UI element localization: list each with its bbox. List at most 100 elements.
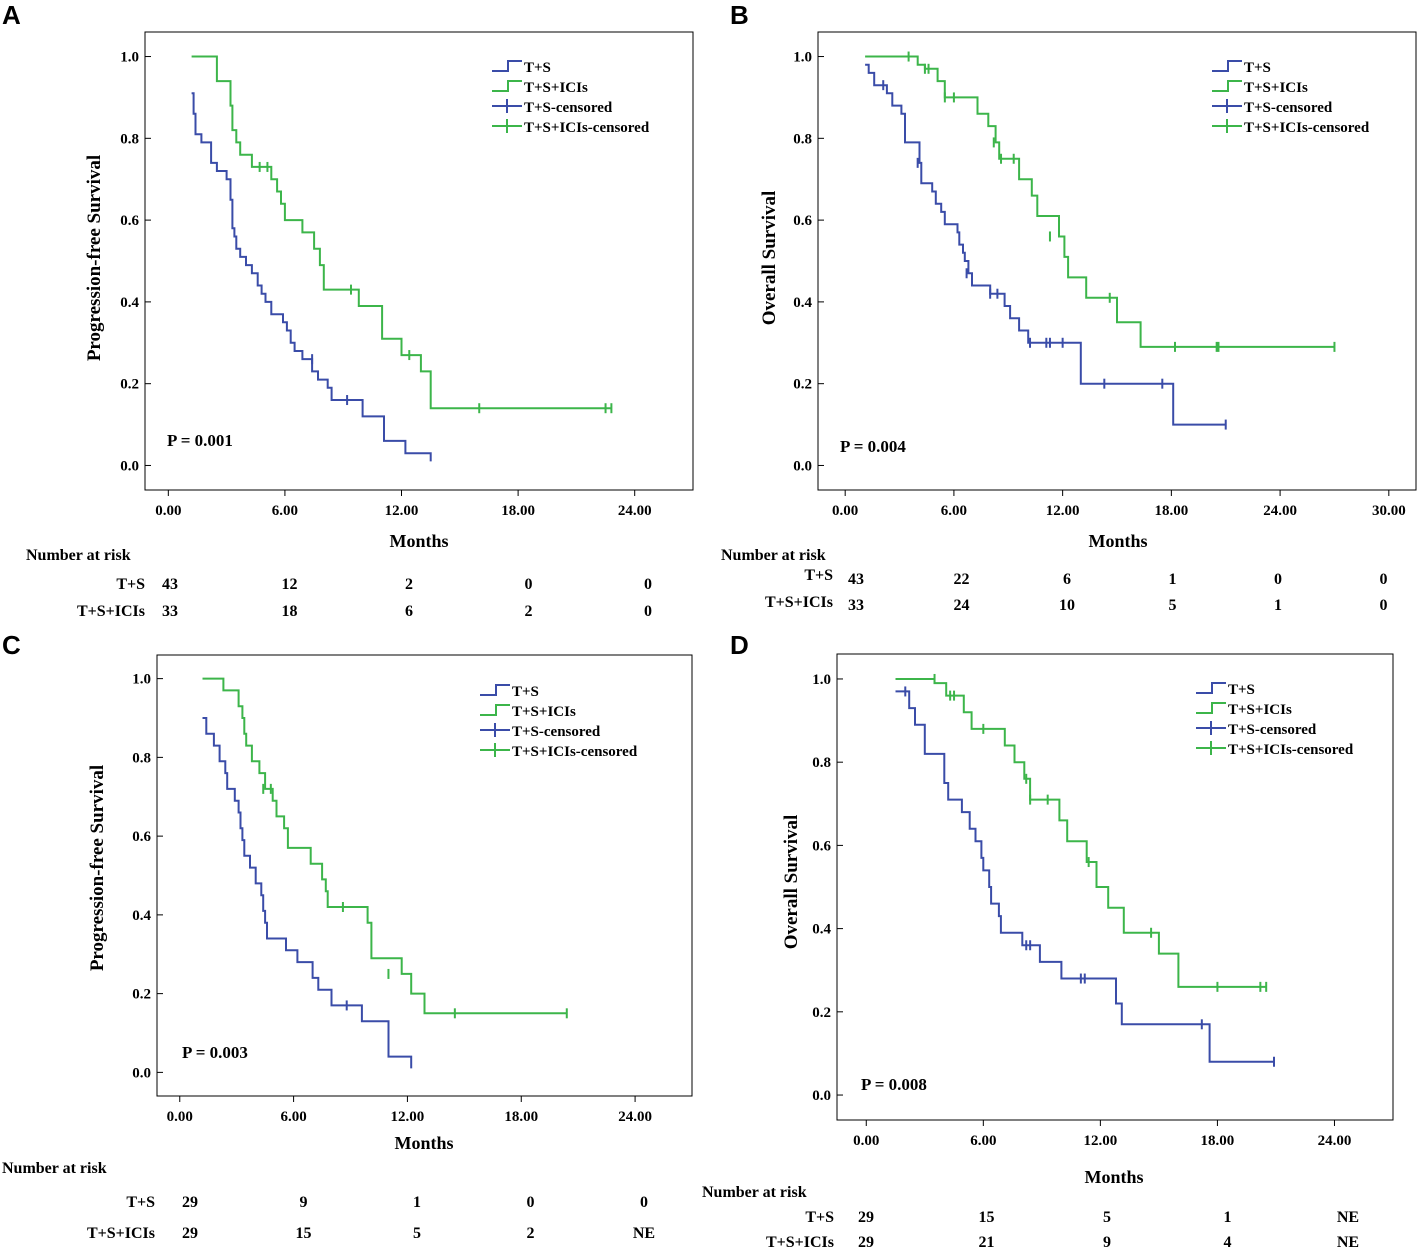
panel-c-letter: C [2, 630, 21, 660]
panel-b-legend-label: T+S-censored [1244, 100, 1333, 116]
panel-c-risk-value: 9 [300, 1194, 308, 1211]
panel-a-curve-ts-icis [191, 55, 612, 410]
panel-c-x-axis-label: Months [394, 1133, 453, 1153]
panel-a-xtick: 24.00 [618, 503, 652, 519]
panel-c-legend-label: T+S+ICIs [512, 704, 576, 720]
panel-d-risk-value: NE [1337, 1234, 1359, 1248]
panel-a-legend-label: T+S+ICIs-censored [524, 120, 650, 136]
panel-c-risk-value: 0 [527, 1194, 535, 1211]
panel-a-ytick: 0.8 [120, 131, 139, 147]
panel-d-plot-frame [836, 653, 1394, 1121]
panel-d-curve-ts-icis [895, 678, 1267, 988]
panel-b-risk-value: 0 [1274, 571, 1282, 588]
panel-d-risk-table: Number at risk T+S T+S+ICIs 29 15 5 1 NE… [702, 1184, 1359, 1248]
panel-b-ytick: 1.0 [793, 50, 812, 66]
panel-a-risk-value: 0 [644, 576, 652, 593]
panel-b-risk-value: 0 [1380, 571, 1388, 588]
panel-b-risk-value: 1 [1169, 571, 1177, 588]
panel-b-xtick: 12.00 [1046, 503, 1080, 519]
panel-d-risk-value: 1 [1224, 1209, 1232, 1226]
panel-d-ytick: 0.6 [812, 838, 831, 854]
panel-d-xtick: 18.00 [1201, 1133, 1235, 1149]
panel-d-ytick: 0.4 [812, 922, 831, 938]
panel-d-risk-title: Number at risk [702, 1184, 807, 1201]
panel-b-legend: T+S T+S+ICIs T+S-censored T+S+ICIs-censo… [1244, 60, 1370, 136]
panel-c: C Progression-free Survival Months P = 0… [2, 630, 693, 1242]
panel-d-risk-value: 4 [1224, 1234, 1232, 1248]
panel-a-curve-ts [191, 92, 432, 462]
panel-a-y-axis-label: Progression-free Survival [84, 155, 105, 361]
panel-b-xtick: 6.00 [941, 503, 967, 519]
panel-b-risk-table: Number at risk T+S T+S+ICIs 43 22 6 1 0 … [721, 547, 1388, 614]
panel-d-xtick: 0.00 [853, 1133, 879, 1149]
panel-d-risk-value: 21 [979, 1234, 995, 1248]
panel-b-letter: B [730, 0, 749, 30]
panel-b-risk-value: 43 [848, 571, 864, 588]
panel-a-risk-table: Number at risk T+S T+S+ICIs 43 12 2 0 0 … [26, 547, 652, 620]
panel-d-legend-label: T+S-censored [1228, 722, 1317, 738]
panel-d-risk-value: 15 [979, 1209, 995, 1226]
panel-a-legend-label: T+S+ICIs [524, 80, 588, 96]
panel-d-y-axis-label: Overall Survival [781, 815, 802, 950]
panel-b-risk-title: Number at risk [721, 547, 826, 564]
panel-b-xtick: 0.00 [832, 503, 858, 519]
panel-d-curve-ts [895, 690, 1274, 1063]
panel-d-ytick: 0.2 [812, 1005, 831, 1021]
panel-c-ytick: 1.0 [132, 672, 151, 688]
panel-c-xtick: 0.00 [167, 1109, 193, 1125]
panel-c-ytick: 0.4 [132, 908, 151, 924]
panel-a-p-value: P = 0.001 [167, 431, 233, 450]
panel-b-y-ticks: 0.0 0.2 0.4 0.6 0.8 1.0 [793, 50, 812, 475]
panel-b-risk-value: 33 [848, 597, 864, 614]
panel-d-xtick: 24.00 [1318, 1133, 1352, 1149]
panel-d-legend-label: T+S [1228, 682, 1255, 698]
panel-a: A Progression-free Survival Months P = 0… [2, 0, 694, 620]
panel-d-ytick: 0.8 [812, 755, 831, 771]
panel-d-p-value: P = 0.008 [861, 1075, 927, 1094]
panel-c-legend-label: T+S+ICIs-censored [512, 744, 638, 760]
panel-c-ytick: 0.8 [132, 750, 151, 766]
panel-c-risk-title: Number at risk [2, 1160, 107, 1177]
panel-a-legend-label: T+S-censored [524, 100, 613, 116]
panel-d-x-axis-label: Months [1084, 1167, 1143, 1187]
panel-d-ytick: 1.0 [812, 672, 831, 688]
panel-c-y-axis-label: Progression-free Survival [87, 765, 108, 971]
panel-c-risk-value: 5 [413, 1225, 421, 1242]
panel-a-ytick: 0.2 [120, 377, 139, 393]
panel-b-ytick: 0.6 [793, 213, 812, 229]
panel-a-legend-label: T+S [524, 60, 551, 76]
panel-c-curve-ts-icis [202, 677, 567, 1015]
panel-a-xtick: 6.00 [272, 503, 298, 519]
panel-a-risk-row-label: T+S [116, 576, 145, 593]
panel-d-legend-label: T+S+ICIs-censored [1228, 742, 1354, 758]
panel-d-xtick: 12.00 [1083, 1133, 1117, 1149]
panel-c-risk-value: NE [633, 1225, 655, 1242]
panel-b-risk-row-label: T+S [804, 567, 833, 584]
panel-a-plot-frame [144, 31, 694, 491]
panel-d: D Overall Survival Months P = 0.008 0.00… [702, 630, 1394, 1248]
panel-c-ytick: 0.6 [132, 829, 151, 845]
panel-a-x-ticks: 0.00 6.00 12.00 18.00 24.00 [155, 503, 651, 519]
panel-c-ytick: 0.0 [132, 1065, 151, 1081]
panel-a-risk-value: 0 [525, 576, 533, 593]
panel-d-risk-value: 5 [1103, 1209, 1111, 1226]
panel-d-legend-swatch [1196, 682, 1226, 694]
panel-c-curve-ts [202, 717, 413, 1069]
panel-d-legend-swatch [1196, 702, 1226, 714]
panel-a-risk-value: 18 [282, 603, 298, 620]
panel-b-legend-label: T+S [1244, 60, 1271, 76]
panel-b-xtick: 30.00 [1372, 503, 1406, 519]
panel-b-curve-ts-icis [865, 55, 1335, 348]
panel-c-xtick: 6.00 [280, 1109, 306, 1125]
panel-c-xtick: 24.00 [618, 1109, 652, 1125]
panel-c-legend-swatch [480, 684, 510, 696]
panel-a-xtick: 12.00 [385, 503, 419, 519]
panel-a-ytick: 0.0 [120, 458, 139, 474]
panel-b: B Overall Survival Months P = 0.004 0.00… [721, 0, 1417, 614]
panel-b-ytick: 0.8 [793, 131, 812, 147]
panel-c-risk-table: Number at risk T+S T+S+ICIs 29 9 1 0 0 2… [2, 1160, 655, 1242]
panel-b-ytick: 0.2 [793, 377, 812, 393]
panel-a-xtick: 0.00 [155, 503, 181, 519]
panel-c-x-ticks: 0.00 6.00 12.00 18.00 24.00 [167, 1109, 652, 1125]
